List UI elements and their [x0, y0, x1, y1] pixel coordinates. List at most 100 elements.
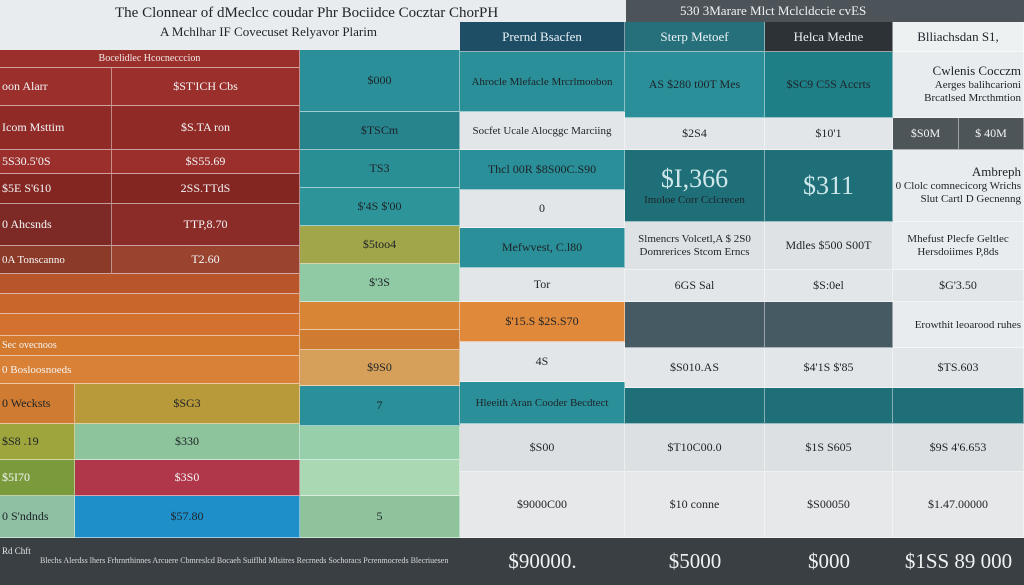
c4-cell-2b: $ 40M	[959, 118, 1024, 150]
teal-cell-13: 5	[300, 496, 460, 538]
left-band-7	[0, 274, 300, 294]
caption-bar	[626, 0, 1024, 22]
c2-cell-2: $2S4	[625, 118, 765, 150]
c4-note-1-body-2: Brcatlsed Mrcthmtion	[924, 91, 1021, 104]
c2-big-value: $I,366	[660, 164, 729, 194]
c4-note-3-line1: Mhefust Plecfe Geltlec	[907, 232, 1009, 245]
left-row-10-label: Sec ovecnoos	[0, 336, 300, 356]
footer-total-4: $1SS 89 000	[904, 549, 1013, 573]
teal-cell-8	[300, 330, 460, 350]
left-row-3-value: $S55.69	[112, 150, 300, 174]
left-row-6-value: T2.60	[112, 246, 300, 274]
c2-cell-5: 6GS Sal	[625, 270, 765, 302]
left-row-1-value: $ST'ICH Cbs	[112, 68, 300, 106]
left-row-2-label: Icom Msttim	[0, 106, 112, 150]
footer-small-text: Blechs Alerdss lhers Frhrnrthinnes Arcue…	[40, 556, 449, 565]
left-row-5-label: 0 Ahcsnds	[0, 204, 112, 246]
footer-small-left: Rd Chft	[2, 546, 31, 556]
col-header-4: Blliachsdan S1,	[893, 22, 1024, 52]
left-row-6-label: 0A Tonscanno	[0, 246, 112, 274]
mid-cell-11: $9000C00	[460, 472, 625, 538]
title-line-2: A Mchlhar IF Covecuset Relyavor Plarim	[160, 24, 377, 39]
teal-cell-1: $000	[300, 50, 460, 112]
left-band-8	[0, 294, 300, 314]
c3-big-value: $311	[802, 170, 855, 200]
footer-total-2: $5000	[668, 549, 722, 573]
left-row-1-label: oon Alarr	[0, 68, 112, 106]
c3-cell-2: $10'1	[765, 118, 893, 150]
c2-cell-3: $I,366 Imoloe Corr Cclcrecen	[625, 150, 765, 222]
col-header-2: Sterp Metoef	[625, 22, 765, 52]
mid-cell-3: Thcl 00R $8S00C.S90	[460, 150, 625, 190]
c4-note-1-title: Cwlenis Cocczm	[932, 63, 1021, 79]
teal-cell-12	[300, 460, 460, 496]
teal-cell-6: $'3S	[300, 264, 460, 302]
c2-cell-6: $S010.AS	[625, 348, 765, 388]
c3-cell-3: $311	[765, 150, 893, 222]
mid-cell-10: $S00	[460, 424, 625, 472]
left-row-4-value: 2SS.TTdS	[112, 174, 300, 204]
teal-cell-3: TS3	[300, 150, 460, 188]
c4-cell-7: $9S 4'6.653	[893, 424, 1024, 472]
c4-note-1: Cwlenis Cocczm Aerges balihcarioni Brcat…	[893, 52, 1024, 118]
left-row-5-value: TTP,8.70	[112, 204, 300, 246]
c3-cell-8: $S00050	[765, 472, 893, 538]
c4-note-3-line2: Hersdoiimes P,8ds	[917, 245, 999, 258]
left-row-13-label: $S8 .19	[0, 424, 75, 460]
left-band-9	[0, 314, 300, 336]
mid-cell-9: Hleeith Aran Cooder Becdtect	[460, 382, 625, 424]
c4-cell-2a: $S0M	[893, 118, 959, 150]
col-header-3: Helca Medne	[765, 22, 893, 52]
left-row-14-value: $3S0	[75, 460, 300, 496]
title-area	[0, 0, 460, 48]
c3-cell-teal	[765, 388, 893, 424]
mid-cell-6: Tor	[460, 268, 625, 302]
footer-total-3: $000	[808, 549, 850, 573]
mid-cell-5: Mefwvest, C.l80	[460, 228, 625, 268]
c4-note-2: Ambreph 0 Clolc comnecicorg Wrichs Slut …	[893, 150, 1024, 222]
c4-note-2-body-1: 0 Clolc comnecicorg Wrichs	[895, 180, 1021, 193]
left-row-12-value: $SG3	[75, 384, 300, 424]
c4-cell-teal	[893, 388, 1024, 424]
mid-cell-7: $'15.S $2S.S70	[460, 302, 625, 342]
teal-cell-5: $5too4	[300, 226, 460, 264]
c2-cell-4-line1: Slmencrs Volcetl,A $ 2S0	[638, 232, 751, 245]
teal-cell-7	[300, 302, 460, 330]
left-row-2-value: $S.TA ron	[112, 106, 300, 150]
c4-cell-5: $G'3.50	[893, 270, 1024, 302]
mid-cell-8: 4S	[460, 342, 625, 382]
teal-cell-2: $TSCm	[300, 112, 460, 150]
left-row-12-label: 0 Wecksts	[0, 384, 75, 424]
c3-cell-4: Mdles $500 S00T	[765, 222, 893, 270]
c2-cell-1: AS $280 t00T Mes	[625, 52, 765, 118]
mid-cell-4: 0	[460, 190, 625, 228]
mid-cell-2: Socfet Ucale Alocggc Marciing	[460, 112, 625, 150]
c4-note-3: Mhefust Plecfe Geltlec Hersdoiimes P,8ds	[893, 222, 1024, 270]
c4-note-2-body-2: Slut Cartl D Gecnenng	[920, 192, 1021, 205]
c2-cell-4-line2: Domrerices Stcom Erncs	[639, 245, 750, 258]
teal-cell-4: $'4S $'00	[300, 188, 460, 226]
teal-cell-9: $9S0	[300, 350, 460, 386]
c4-cell-6: $TS.603	[893, 348, 1024, 388]
c4-cell-8: $1.47.00000	[893, 472, 1024, 538]
left-row-15-label: 0 S'ndnds	[0, 496, 75, 538]
c4-note-4: Erowthit leoarood ruhes	[893, 302, 1024, 348]
left-row-15-value: $57.80	[75, 496, 300, 538]
left-row-11-label: 0 Bosloosnoeds	[0, 356, 300, 384]
left-row-4-label: $5E S'610	[0, 174, 112, 204]
c3-cell-1: $SC9 C5S Accrts	[765, 52, 893, 118]
teal-cell-11	[300, 426, 460, 460]
c2-cell-8: $10 conne	[625, 472, 765, 538]
c3-cell-6: $4'1S $'85	[765, 348, 893, 388]
c2-cell-4: Slmencrs Volcetl,A $ 2S0 Domrerices Stco…	[625, 222, 765, 270]
c3-cell-5: $S:0el	[765, 270, 893, 302]
c2-cell-7: $T10C00.0	[625, 424, 765, 472]
teal-cell-10: 7	[300, 386, 460, 426]
title-line-1: The Clonnear of dMeclcc coudar Phr Bocii…	[115, 5, 499, 21]
c2-small-caption: Imoloe Corr Cclcrecen	[644, 194, 745, 207]
left-subheader: Bocelidlec Hcocnecccion	[0, 50, 300, 68]
mid-cell-1: Ahrocle Mlefacle Mrcrlmoobon	[460, 52, 625, 112]
col-header-1: Prernd Bsacfen	[460, 22, 625, 52]
caption-text: 530 3Marare Mlct Mclcldccie cvES	[680, 3, 867, 18]
c2-cell-teal	[625, 388, 765, 424]
